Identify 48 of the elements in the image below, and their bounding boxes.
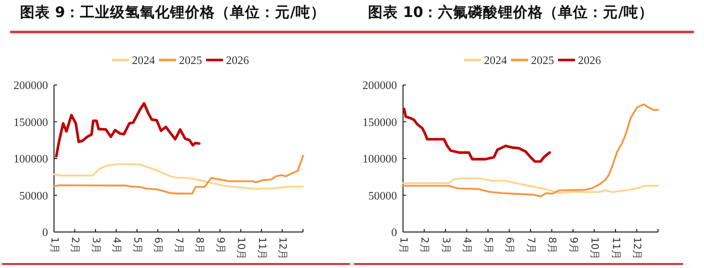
x-tick-label: 2月	[418, 237, 430, 254]
x-tick-label: 6月	[504, 237, 515, 254]
x-tick-label: 9月	[567, 237, 578, 254]
y-tick-label: 0	[391, 227, 398, 239]
y-tick-label: 200000	[362, 80, 398, 92]
x-tick-label: 2月	[69, 237, 80, 254]
y-tick-label: 50000	[368, 190, 398, 202]
y-tick-label: 150000	[362, 116, 398, 129]
x-tick-label: 3月	[440, 237, 451, 254]
legend-label: 2024	[484, 55, 508, 67]
x-tick-label: 11月	[256, 237, 267, 260]
x-tick-label: 6月	[152, 237, 164, 254]
x-tick-label: 1月	[48, 237, 60, 254]
y-tick-label: 150000	[14, 116, 48, 129]
x-tick-label: 9月	[214, 237, 226, 254]
legend-label: 2025	[179, 55, 202, 67]
x-tick-label: 5月	[482, 237, 494, 254]
y-tick-label: 50000	[19, 190, 48, 202]
x-tick-label: 12月	[276, 237, 288, 260]
chart-title: 图表 9：工业级氢氧化锂价格（单位：元/吨）	[20, 4, 326, 21]
line-series	[53, 154, 304, 194]
line-series	[54, 102, 201, 158]
x-tick-label: 12月	[631, 237, 642, 260]
line-series	[402, 103, 659, 198]
x-tick-label: 3月	[90, 237, 101, 254]
line-series	[53, 163, 304, 190]
x-tick-label: 4月	[110, 237, 122, 254]
legend-label: 2026	[578, 55, 602, 67]
x-tick-label: 1月	[397, 237, 408, 254]
legend-label: 2025	[531, 55, 554, 67]
x-tick-label: 10月	[588, 237, 600, 260]
line-series	[402, 178, 659, 194]
x-tick-label: 7月	[172, 237, 184, 254]
x-tick-label: 7月	[524, 237, 536, 254]
x-tick-label: 8月	[546, 237, 558, 254]
chart-title: 图表 10：六氟磷酸锂价格（单位：元/吨）	[368, 3, 654, 21]
x-tick-label: 11月	[610, 237, 621, 260]
line-series	[402, 108, 551, 163]
legend-label: 2024	[132, 55, 156, 67]
x-tick-label: 5月	[131, 237, 142, 254]
y-tick-label: 200000	[14, 80, 48, 92]
x-tick-label: 8月	[194, 237, 205, 254]
x-tick-label: 4月	[461, 237, 472, 254]
legend-label: 2026	[226, 55, 250, 67]
y-tick-label: 0	[42, 227, 48, 239]
y-tick-label: 100000	[362, 154, 398, 166]
y-tick-label: 100000	[14, 154, 48, 166]
x-tick-label: 10月	[235, 237, 246, 260]
